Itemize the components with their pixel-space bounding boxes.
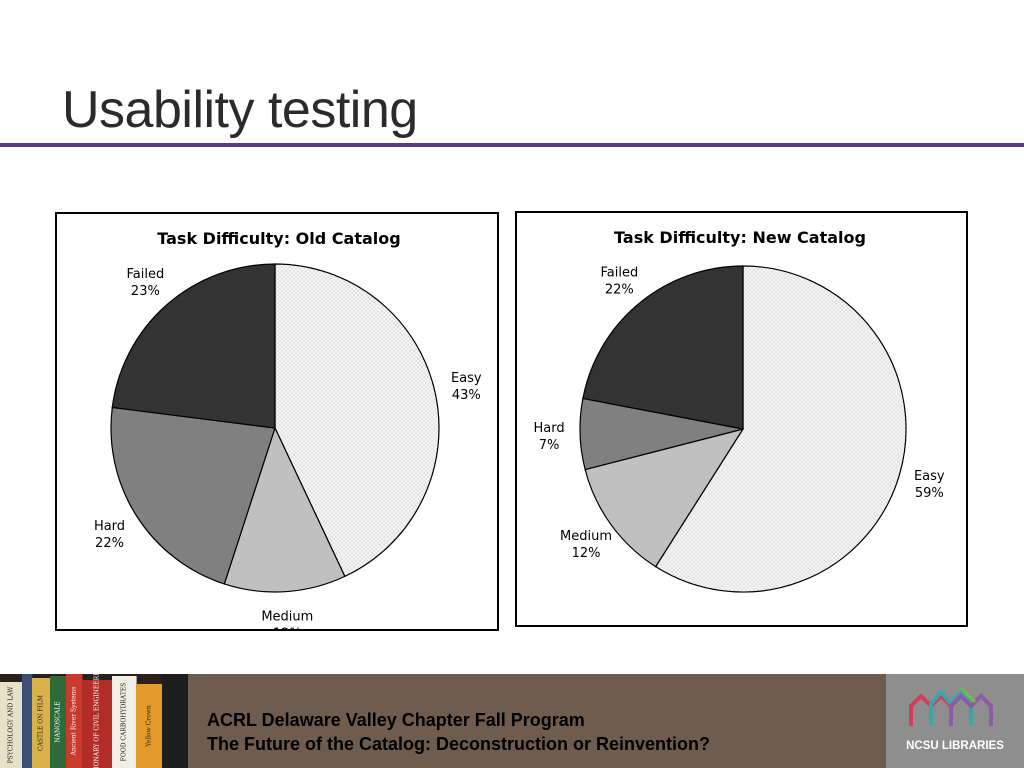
book-spine-title: Ancient River Systems <box>70 686 78 756</box>
old-catalog-chart: Task Difficulty: Old Catalog Easy 43% Medi… <box>55 212 499 631</box>
chart-title: Task Difficulty: Old Catalog <box>157 229 400 248</box>
pie-slice-medium <box>584 428 745 568</box>
book-spine-title: CASTLE ON FILM <box>37 694 45 752</box>
new-catalog-pie-svg: Task Difficulty: New Catalog Easy 59% Medi… <box>534 228 945 593</box>
pie-slice-hard <box>110 406 276 585</box>
footer-line-2: The Future of the Catalog: Deconstructio… <box>207 734 711 754</box>
chart-title: Task Difficulty: New Catalog <box>614 228 866 247</box>
slide-title: Usability testing <box>62 81 418 139</box>
logo-text: NCSU LIBRARIES <box>906 740 1004 752</box>
pie-slice-easy <box>274 263 440 578</box>
book-spine-title: DICTIONARY OF CIVIL ENGINEERING <box>93 674 101 768</box>
book-spine <box>162 674 188 768</box>
book-spine: PSYCHOLOGY AND LAW <box>0 682 23 768</box>
book-spine: CASTLE ON FILM <box>32 678 51 768</box>
slice-label-failed: Failed 22% <box>600 266 638 298</box>
book-spine: DICTIONARY OF CIVIL ENGINEERING <box>82 674 113 768</box>
pie-slice-failed <box>111 263 276 429</box>
slice-label-failed: Failed 23% <box>127 267 165 299</box>
new-catalog-chart: Task Difficulty: New Catalog Easy 59% Medi… <box>515 211 968 627</box>
logo-mark-icon <box>909 686 993 726</box>
book-spine-title: FOOD CARBOHYDRATES <box>120 682 128 762</box>
footer-bar: PSYCHOLOGY AND LAW CASTLE ON FILM NANOSCAL… <box>0 674 1024 768</box>
slice-label-hard: Hard 22% <box>94 519 125 551</box>
pie-slice-medium <box>223 426 346 593</box>
ncsu-libraries-logo: NCSU LIBRARIES <box>886 674 1024 768</box>
slice-label-easy: Easy 43% <box>451 371 482 403</box>
title-divider <box>0 143 1024 147</box>
book-spine-title: PSYCHOLOGY AND LAW <box>7 686 15 764</box>
old-catalog-pie-svg: Task Difficulty: Old Catalog Easy 43% Medi… <box>94 229 482 629</box>
book-spine: Yellow Crown <box>136 684 163 768</box>
slice-label-hard: Hard 7% <box>534 421 565 453</box>
book-spine-title: Yellow Crown <box>145 705 153 747</box>
pie-slice-easy <box>654 265 907 593</box>
footer-caption: ACRL Delaware Valley Chapter Fall Progra… <box>207 708 710 756</box>
book-spine: NANOSCALE <box>50 676 67 768</box>
slice-label-easy: Easy 59% <box>914 469 945 501</box>
book-spine: Ancient River Systems <box>66 674 83 768</box>
book-spine-title: NANOSCALE <box>54 701 62 743</box>
book-spine: FOOD CARBOHYDRATES <box>112 676 137 768</box>
pie-slice-failed <box>582 265 744 430</box>
footer-line-1: ACRL Delaware Valley Chapter Fall Progra… <box>207 710 585 730</box>
book-spines-image: PSYCHOLOGY AND LAW CASTLE ON FILM NANOSCAL… <box>0 674 188 768</box>
